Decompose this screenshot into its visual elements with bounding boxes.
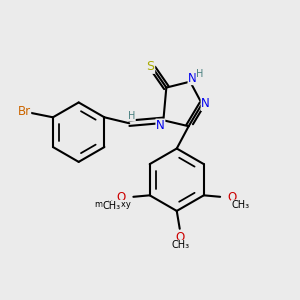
Text: CH₃: CH₃ [171,240,189,250]
Text: O: O [117,191,126,204]
Text: N: N [156,119,165,132]
Text: N: N [188,72,197,85]
Text: methoxy: methoxy [95,200,132,209]
Text: N: N [201,98,210,110]
Text: H: H [128,111,135,121]
Text: O: O [227,191,237,204]
Text: CH₃: CH₃ [103,201,121,211]
Text: Br: Br [17,105,31,118]
Text: CH₃: CH₃ [231,200,249,210]
Text: S: S [147,60,154,73]
Text: H: H [196,69,204,79]
Text: O: O [176,231,185,244]
